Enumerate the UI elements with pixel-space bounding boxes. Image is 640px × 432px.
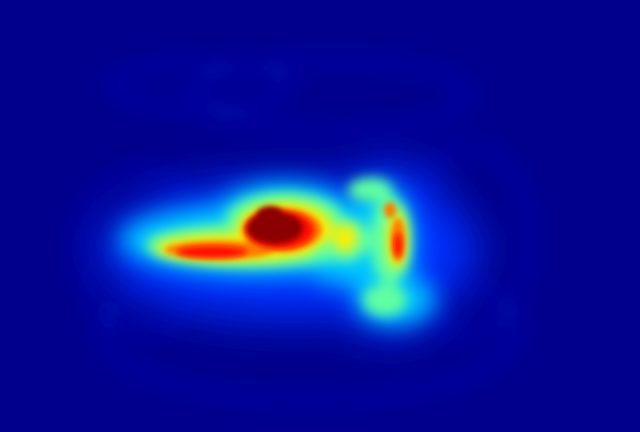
hot-core <box>247 206 303 244</box>
